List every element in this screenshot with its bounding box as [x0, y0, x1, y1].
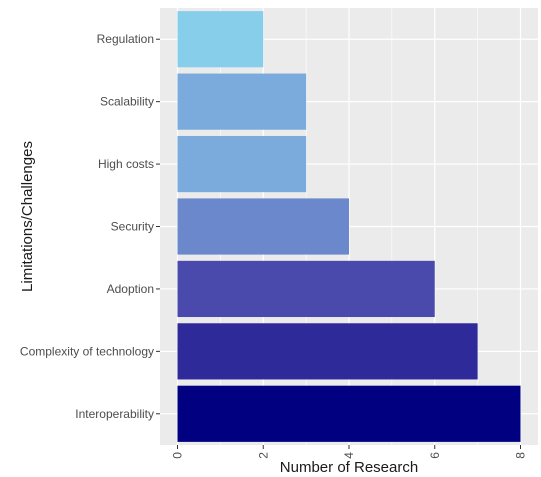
- bar: [177, 323, 478, 380]
- y-tick-label: Scalability: [100, 95, 154, 109]
- bar: [177, 135, 307, 193]
- bar: [177, 11, 264, 68]
- bar: [177, 385, 521, 442]
- x-axis-title: Number of Research: [280, 459, 418, 476]
- bar: [177, 260, 435, 318]
- x-tick-label: 4: [342, 452, 356, 459]
- x-tick-label: 2: [256, 452, 270, 459]
- y-tick-label: Complexity of technology: [20, 344, 154, 358]
- x-tick-label: 8: [514, 452, 528, 459]
- y-tick-label: Adoption: [107, 282, 154, 296]
- bars: [177, 11, 521, 442]
- y-tick-label: Security: [111, 220, 154, 234]
- x-axis-ticks: 0 2 4 6 8: [171, 445, 528, 459]
- y-axis-ticks: Regulation Scalability High costs Security A…: [20, 32, 160, 421]
- x-tick-label: 0: [171, 452, 185, 459]
- y-tick-label: Regulation: [97, 32, 154, 46]
- bar: [177, 198, 349, 255]
- bar: [177, 73, 307, 130]
- y-axis-title: Limitations/Challenges: [19, 141, 36, 292]
- x-tick-label: 6: [428, 452, 442, 459]
- y-tick-label: Interoperability: [75, 407, 154, 421]
- y-tick-label: High costs: [98, 157, 154, 171]
